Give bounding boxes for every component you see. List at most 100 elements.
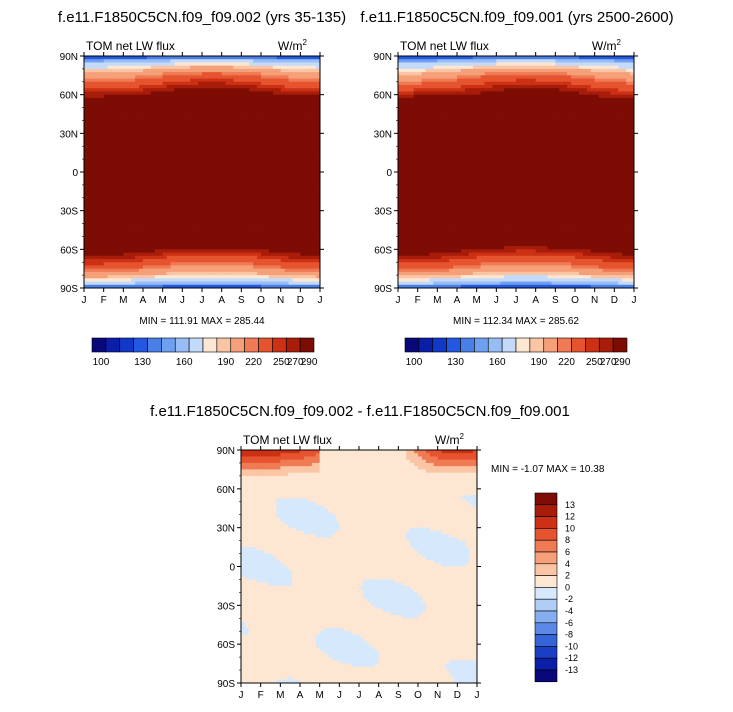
heatmap-cell bbox=[626, 56, 631, 60]
heatmap-cell bbox=[174, 262, 179, 267]
heatmap-cell bbox=[205, 97, 211, 102]
heatmap-cell bbox=[441, 75, 446, 80]
heatmap-cell bbox=[268, 143, 274, 147]
heatmap-cell bbox=[127, 262, 132, 267]
heatmap-cell bbox=[186, 139, 191, 144]
heatmap-cell bbox=[91, 143, 97, 147]
heatmap-cell bbox=[316, 146, 320, 151]
heatmap-cell bbox=[249, 275, 254, 279]
heatmap-cell bbox=[182, 246, 187, 250]
heatmap-cell bbox=[261, 133, 266, 138]
heatmap-cell bbox=[288, 188, 294, 192]
heatmap-cell bbox=[139, 107, 144, 112]
heatmap-cell bbox=[304, 201, 309, 205]
heatmap-cell bbox=[178, 236, 183, 241]
heatmap-cell bbox=[143, 281, 148, 286]
heatmap-cell bbox=[150, 85, 156, 89]
heatmap-cell bbox=[186, 213, 191, 218]
heatmap-cell bbox=[308, 149, 313, 154]
heatmap-cell bbox=[272, 162, 278, 167]
heatmap-cell bbox=[233, 252, 238, 257]
heatmap-cell bbox=[170, 120, 176, 125]
heatmap-cell bbox=[111, 236, 117, 241]
heatmap-cell bbox=[154, 155, 160, 160]
heatmap-cell bbox=[103, 88, 109, 93]
heatmap-cell bbox=[312, 130, 317, 134]
heatmap-cell bbox=[253, 130, 258, 134]
heatmap-cell bbox=[162, 72, 168, 76]
heatmap-cell bbox=[316, 94, 320, 99]
heatmap-cell bbox=[84, 78, 89, 83]
heatmap-cell bbox=[261, 155, 266, 160]
heatmap-cell bbox=[547, 75, 552, 80]
heatmap-cell bbox=[190, 65, 195, 70]
heatmap-cell bbox=[280, 101, 286, 105]
heatmap-cell bbox=[237, 191, 242, 196]
heatmap-cell bbox=[316, 252, 320, 257]
heatmap-cell bbox=[119, 178, 124, 183]
heatmap-cell bbox=[276, 120, 282, 125]
heatmap-cell bbox=[468, 65, 474, 70]
heatmap-cell bbox=[217, 126, 223, 131]
heatmap-cell bbox=[312, 126, 317, 131]
heatmap-cell bbox=[194, 149, 199, 154]
heatmap-cell bbox=[249, 284, 254, 288]
colorbar-swatch bbox=[91, 337, 107, 353]
heatmap-cell bbox=[437, 62, 442, 67]
heatmap-cell bbox=[84, 275, 89, 279]
heatmap-cell bbox=[154, 146, 160, 151]
heatmap-cell bbox=[135, 223, 140, 228]
heatmap-cell bbox=[202, 242, 207, 247]
heatmap-cell bbox=[91, 223, 97, 228]
heatmap-cell bbox=[213, 265, 219, 270]
heatmap-cell bbox=[241, 78, 246, 83]
heatmap-cell bbox=[107, 88, 113, 93]
heatmap-cell bbox=[229, 85, 235, 89]
panel-left-minmax: MIN = 111.91 MAX = 285.44 bbox=[139, 316, 265, 327]
heatmap-cell bbox=[186, 275, 191, 279]
heatmap-cell bbox=[257, 120, 262, 125]
heatmap-cell bbox=[296, 159, 301, 163]
heatmap-cell bbox=[146, 146, 152, 151]
heatmap-cell bbox=[143, 117, 148, 122]
heatmap-cell bbox=[213, 197, 219, 202]
heatmap-cell bbox=[84, 210, 89, 215]
heatmap-cell bbox=[516, 59, 521, 64]
heatmap-cell bbox=[146, 97, 152, 102]
heatmap-cell bbox=[166, 136, 172, 141]
heatmap-cell bbox=[221, 191, 227, 196]
heatmap-cell bbox=[178, 88, 183, 93]
heatmap-cell bbox=[429, 81, 434, 86]
heatmap-cell bbox=[170, 236, 176, 241]
heatmap-cell bbox=[512, 62, 517, 67]
heatmap-cell bbox=[182, 155, 187, 160]
heatmap-cell bbox=[300, 143, 305, 147]
heatmap-cell bbox=[150, 78, 156, 83]
heatmap-cell bbox=[154, 123, 160, 128]
heatmap-cell bbox=[296, 220, 301, 225]
heatmap-cell bbox=[304, 94, 309, 99]
heatmap-cell bbox=[91, 275, 97, 279]
heatmap-cell bbox=[103, 91, 109, 96]
heatmap-cell bbox=[508, 78, 513, 83]
heatmap-cell bbox=[103, 233, 109, 238]
heatmap-cell bbox=[398, 75, 403, 80]
heatmap-cell bbox=[123, 65, 128, 70]
heatmap-cell bbox=[143, 284, 148, 288]
heatmap-cell bbox=[154, 143, 160, 147]
heatmap-cell bbox=[131, 194, 136, 199]
heatmap-cell bbox=[300, 191, 305, 196]
heatmap-cell bbox=[143, 265, 148, 270]
heatmap-cell bbox=[233, 126, 238, 131]
heatmap-cell bbox=[139, 68, 144, 73]
heatmap-cell bbox=[312, 172, 317, 176]
heatmap-cell bbox=[257, 220, 262, 225]
heatmap-cell bbox=[292, 223, 297, 228]
heatmap-cell bbox=[135, 59, 140, 64]
heatmap-cell bbox=[194, 146, 199, 151]
heatmap-cell bbox=[107, 230, 113, 234]
heatmap-cell bbox=[249, 230, 254, 234]
heatmap-cell bbox=[123, 178, 128, 183]
heatmap-cell bbox=[523, 65, 529, 70]
heatmap-cell bbox=[174, 201, 179, 205]
